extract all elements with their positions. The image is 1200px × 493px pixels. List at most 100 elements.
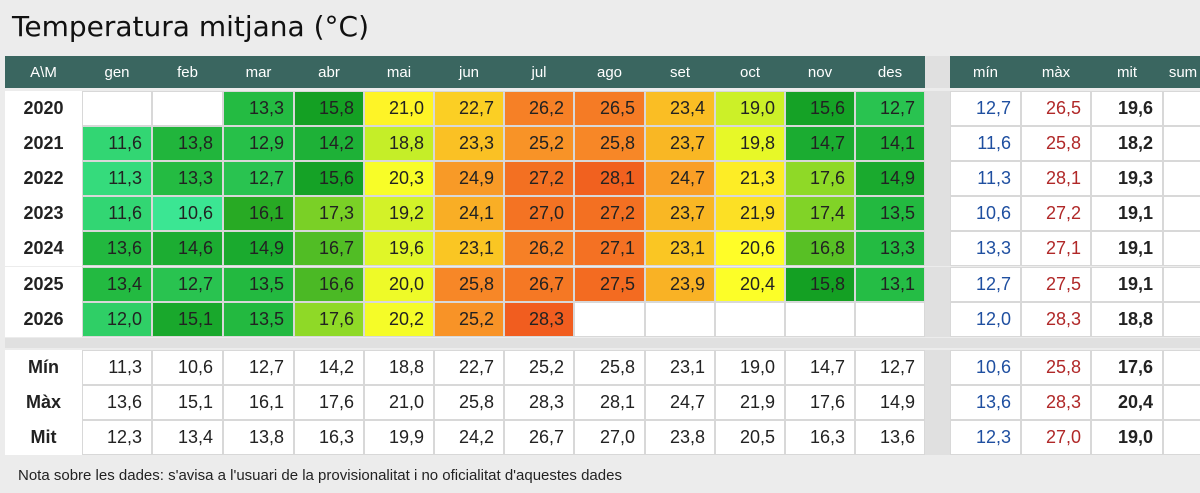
table-cell: 13,5 (855, 196, 925, 231)
separator-column (925, 126, 950, 161)
table-cell: 28,3 (504, 302, 574, 337)
table-cell: 16,6 (294, 267, 364, 302)
year-sum-value (1163, 196, 1200, 231)
summary-max-value: 25,8 (1021, 350, 1091, 385)
table-cell: 15,6 (785, 91, 855, 126)
separator-column (925, 267, 950, 302)
year-label: 2021 (5, 126, 82, 161)
month-header-jun: jun (434, 56, 504, 88)
summary-cell: 28,3 (504, 385, 574, 420)
table-cell: 23,7 (645, 196, 715, 231)
table-cell: 26,7 (504, 267, 574, 302)
table-cell: 13,3 (152, 161, 223, 196)
stat-header: mit (1091, 56, 1163, 88)
summary-sum-value (1163, 420, 1200, 455)
table-cell: 28,1 (574, 161, 645, 196)
year-label: 2023 (5, 196, 82, 231)
summary-cell: 12,3 (82, 420, 152, 455)
table-cell: 23,1 (434, 231, 504, 266)
summary-cell: 15,1 (152, 385, 223, 420)
summary-cell: 11,3 (82, 350, 152, 385)
separator-column (925, 385, 950, 420)
table-cell: 20,3 (364, 161, 434, 196)
summary-cell: 18,8 (364, 350, 434, 385)
table-cell: 23,3 (434, 126, 504, 161)
year-min-value: 10,6 (950, 196, 1021, 231)
summary-cell: 25,8 (434, 385, 504, 420)
table-cell: 12,0 (82, 302, 152, 337)
year-label: 2024 (5, 231, 82, 266)
year-max-value: 27,2 (1021, 196, 1091, 231)
table-cell: 26,5 (574, 91, 645, 126)
summary-separator (5, 338, 1200, 348)
table-cell: 14,6 (152, 231, 223, 266)
table-cell: 27,5 (574, 267, 645, 302)
table-cell: 25,2 (434, 302, 504, 337)
table-cell: 11,6 (82, 126, 152, 161)
year-mean-value: 18,8 (1091, 302, 1163, 337)
summary-cell: 25,8 (574, 350, 645, 385)
summary-mean-value: 19,0 (1091, 420, 1163, 455)
table-cell: 13,5 (223, 267, 294, 302)
table-cell: 25,8 (434, 267, 504, 302)
table-cell (785, 302, 855, 337)
year-min-value: 13,3 (950, 231, 1021, 266)
year-mean-value: 19,1 (1091, 267, 1163, 302)
summary-cell: 24,2 (434, 420, 504, 455)
month-header-mai: mai (364, 56, 434, 88)
table-cell: 17,4 (785, 196, 855, 231)
separator-column (925, 231, 950, 266)
month-header-feb: feb (152, 56, 223, 88)
month-header-nov: nov (785, 56, 855, 88)
table-cell: 11,3 (82, 161, 152, 196)
table-cell: 13,4 (82, 267, 152, 302)
summary-mean-value: 17,6 (1091, 350, 1163, 385)
summary-cell: 13,6 (82, 385, 152, 420)
table-cell: 17,6 (294, 302, 364, 337)
summary-cell: 16,1 (223, 385, 294, 420)
month-header-abr: abr (294, 56, 364, 88)
table-cell: 22,7 (434, 91, 504, 126)
table-cell: 20,4 (715, 267, 785, 302)
table-cell (855, 302, 925, 337)
table-cell: 15,6 (294, 161, 364, 196)
table-cell: 13,5 (223, 302, 294, 337)
summary-cell: 21,9 (715, 385, 785, 420)
summary-cell: 25,2 (504, 350, 574, 385)
summary-cell: 21,0 (364, 385, 434, 420)
table-cell: 19,8 (715, 126, 785, 161)
table-cell (645, 302, 715, 337)
table-cell: 20,6 (715, 231, 785, 266)
table-cell: 14,2 (294, 126, 364, 161)
table-cell: 19,6 (364, 231, 434, 266)
separator-column (925, 91, 950, 126)
corner-header: A\M (5, 56, 82, 88)
summary-cell: 16,3 (294, 420, 364, 455)
summary-cell: 12,7 (223, 350, 294, 385)
table-cell: 27,0 (504, 196, 574, 231)
month-header-ago: ago (574, 56, 645, 88)
table-cell: 24,9 (434, 161, 504, 196)
year-sum-value (1163, 126, 1200, 161)
year-mean-value: 19,1 (1091, 196, 1163, 231)
summary-cell: 13,6 (855, 420, 925, 455)
data-note: Nota sobre les dades: s'avisa a l'usuari… (18, 467, 622, 484)
year-max-value: 25,8 (1021, 126, 1091, 161)
table-cell: 16,1 (223, 196, 294, 231)
table-cell: 12,7 (855, 91, 925, 126)
table-cell (152, 91, 223, 126)
month-header-mar: mar (223, 56, 294, 88)
summary-cell: 17,6 (785, 385, 855, 420)
table-cell: 19,0 (715, 91, 785, 126)
table-cell: 20,2 (364, 302, 434, 337)
year-max-value: 26,5 (1021, 91, 1091, 126)
year-sum-value (1163, 267, 1200, 302)
table-cell: 26,2 (504, 231, 574, 266)
summary-cell: 23,8 (645, 420, 715, 455)
year-max-value: 28,3 (1021, 302, 1091, 337)
summary-cell: 19,9 (364, 420, 434, 455)
table-cell: 27,2 (574, 196, 645, 231)
table-cell: 20,0 (364, 267, 434, 302)
table-cell: 13,8 (152, 126, 223, 161)
